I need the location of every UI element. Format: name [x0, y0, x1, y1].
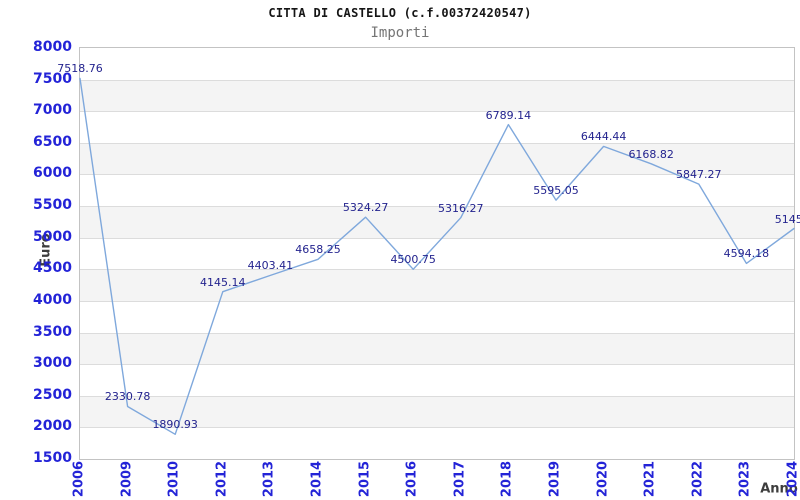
data-point-label: 2330.78	[104, 390, 151, 404]
plot-band	[80, 48, 794, 80]
data-point-label: 4403.41	[247, 259, 294, 273]
data-point-label: 4145.14	[200, 275, 246, 289]
y-tick-label: 4500	[33, 260, 72, 277]
x-tick-label: 2006	[71, 460, 87, 498]
data-point-label: 5145.2	[774, 212, 800, 226]
y-tick-label: 1500	[33, 450, 72, 466]
x-tick-label: 2012	[214, 460, 230, 498]
y-tick-label: 2500	[33, 386, 72, 403]
data-point-label: 5847.27	[676, 168, 722, 182]
plot-band	[80, 79, 794, 112]
data-point-label: 5595.05	[533, 184, 579, 198]
y-tick-label: 2000	[33, 418, 72, 435]
x-tick-label: 2010	[166, 460, 182, 498]
plot-band	[80, 332, 794, 365]
plot-band	[80, 395, 794, 428]
x-tick-label: 2021	[642, 460, 658, 498]
gridline	[80, 111, 794, 113]
data-point-label: 1890.93	[152, 418, 198, 432]
x-tick-label: 2022	[690, 460, 706, 498]
data-point-label: 5324.27	[342, 201, 389, 215]
chart-title: CITTA DI CASTELLO (c.f.00372420547)	[268, 6, 532, 20]
gridline	[80, 79, 794, 81]
data-point-label: 6168.82	[628, 147, 674, 161]
chart-subtitle: Importi	[370, 25, 430, 41]
data-point-label: 4658.25	[295, 243, 341, 257]
y-tick-label: 6500	[33, 133, 72, 150]
plot-band	[80, 111, 794, 143]
y-tick-label: 5500	[33, 197, 72, 214]
y-tick-label: 5000	[33, 228, 72, 245]
x-tick-label: 2020	[595, 460, 611, 498]
x-tick-label: 2014	[309, 460, 325, 498]
gridline	[80, 332, 794, 334]
data-point-label: 4594.18	[723, 247, 770, 261]
gridline	[80, 142, 794, 144]
x-tick-label: 2015	[357, 460, 373, 498]
gridline	[80, 269, 794, 271]
y-tick-label: 3500	[33, 323, 72, 340]
x-tick-label: 2019	[547, 460, 563, 498]
plot-area: 7518.76 2330.78 1890.93 4145.14 4403.41 4658.…	[57, 47, 800, 460]
y-tick-label: 6000	[33, 165, 72, 182]
gridline	[80, 395, 794, 397]
y-tick-label: 8000	[33, 39, 72, 55]
data-point-label: 7518.76	[57, 62, 103, 76]
y-tick-label: 3000	[33, 355, 72, 372]
x-tick-label: 2016	[404, 460, 420, 498]
importi-series-line	[79, 77, 795, 435]
gridline	[80, 427, 794, 429]
x-axis-title: Anno	[760, 481, 798, 497]
gridline	[80, 174, 794, 176]
plot-band	[80, 142, 794, 175]
x-tick-label: 2009	[119, 460, 135, 498]
plot-band	[80, 300, 794, 333]
y-tick-label: 7500	[33, 70, 72, 87]
data-point-label: 5316.27	[438, 201, 484, 215]
plot-band	[80, 174, 794, 207]
data-point-label: 4500.75	[390, 253, 436, 267]
plot-band	[80, 364, 794, 396]
y-tick-label: 7000	[33, 102, 72, 119]
gridline	[80, 237, 794, 239]
gridline	[80, 206, 794, 208]
plot-band	[80, 427, 794, 459]
data-point-label: 6789.14	[485, 108, 532, 122]
gridline	[80, 300, 794, 302]
x-tick-label: 2024	[785, 460, 800, 498]
x-tick-label: 2013	[261, 460, 277, 498]
line-series	[79, 77, 795, 435]
plot-band	[80, 206, 794, 238]
data-point-label: 6444.44	[580, 130, 627, 144]
y-tick-label: 4000	[33, 291, 72, 308]
gridline	[80, 364, 794, 366]
x-tick-label: 2017	[452, 460, 468, 498]
plot-band	[80, 269, 794, 301]
x-tick-label: 2023	[737, 460, 753, 498]
x-tick-label: 2018	[499, 460, 515, 498]
